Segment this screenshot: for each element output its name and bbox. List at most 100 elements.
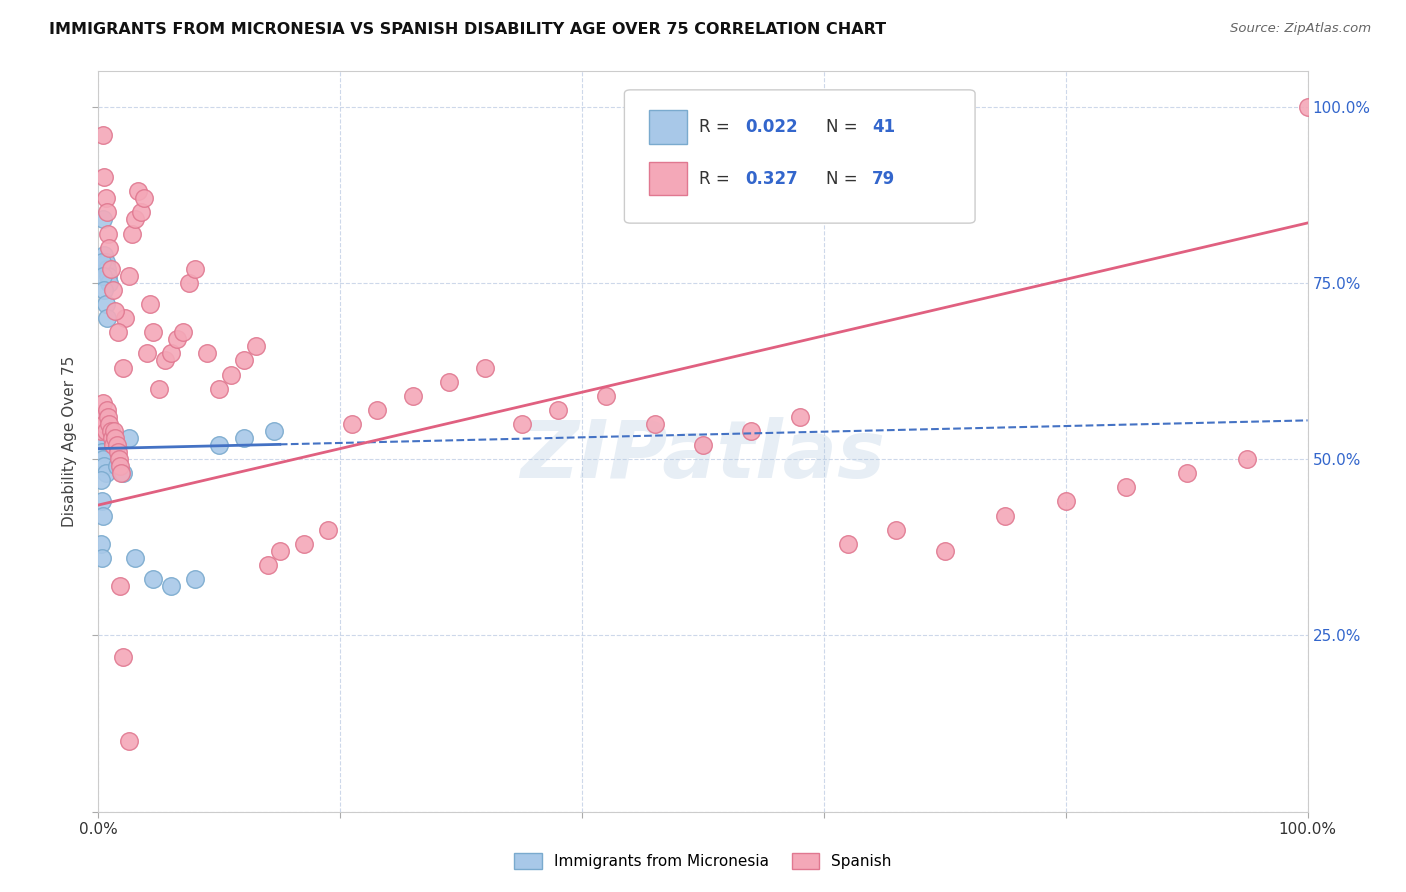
Point bbox=[437, 375, 460, 389]
Point bbox=[789, 409, 811, 424]
Point bbox=[91, 550, 114, 565]
Point bbox=[547, 402, 569, 417]
Point bbox=[96, 402, 118, 417]
Point bbox=[94, 431, 117, 445]
Point bbox=[402, 389, 425, 403]
Point bbox=[94, 467, 117, 481]
Point bbox=[142, 325, 165, 339]
Point bbox=[93, 417, 115, 431]
Point bbox=[184, 572, 207, 586]
Text: 79: 79 bbox=[872, 169, 896, 187]
Point bbox=[108, 459, 131, 474]
Point bbox=[93, 248, 115, 262]
Point bbox=[232, 431, 254, 445]
Point bbox=[208, 438, 231, 452]
Point bbox=[91, 212, 114, 227]
Point bbox=[111, 360, 134, 375]
Point bbox=[91, 268, 114, 283]
Point bbox=[94, 424, 117, 438]
Point bbox=[93, 459, 115, 474]
Point bbox=[221, 368, 243, 382]
Point bbox=[263, 424, 285, 438]
Point bbox=[110, 467, 132, 481]
Y-axis label: Disability Age Over 75: Disability Age Over 75 bbox=[62, 356, 77, 527]
Point bbox=[118, 431, 141, 445]
Point bbox=[97, 409, 120, 424]
Point bbox=[93, 170, 115, 185]
Point bbox=[184, 261, 207, 276]
Point bbox=[121, 227, 143, 241]
Point bbox=[91, 417, 114, 431]
Point bbox=[1236, 452, 1258, 467]
Point bbox=[160, 579, 183, 593]
Point bbox=[101, 438, 124, 452]
Point bbox=[595, 389, 617, 403]
Text: N =: N = bbox=[827, 118, 863, 136]
Text: Source: ZipAtlas.com: Source: ZipAtlas.com bbox=[1230, 22, 1371, 36]
Text: N =: N = bbox=[827, 169, 863, 187]
Point bbox=[179, 276, 201, 290]
Point bbox=[142, 572, 165, 586]
Point bbox=[93, 424, 115, 438]
Point bbox=[91, 396, 114, 410]
Point bbox=[96, 311, 118, 326]
Point bbox=[91, 431, 114, 445]
Point bbox=[292, 537, 315, 551]
Point bbox=[91, 254, 114, 268]
Point bbox=[160, 346, 183, 360]
Point bbox=[108, 452, 131, 467]
Text: R =: R = bbox=[699, 169, 735, 187]
FancyBboxPatch shape bbox=[648, 162, 688, 195]
Point bbox=[111, 467, 134, 481]
Point bbox=[342, 417, 364, 431]
Point bbox=[994, 508, 1017, 523]
Point bbox=[91, 494, 114, 508]
Point bbox=[135, 346, 157, 360]
Point bbox=[91, 438, 114, 452]
Point bbox=[91, 409, 114, 424]
Point bbox=[740, 424, 762, 438]
Point bbox=[97, 268, 120, 283]
Point bbox=[94, 254, 117, 268]
Point bbox=[91, 128, 114, 142]
Point bbox=[100, 424, 122, 438]
Point bbox=[148, 382, 170, 396]
Point bbox=[98, 417, 121, 431]
Point bbox=[103, 424, 125, 438]
Point bbox=[90, 424, 112, 438]
Point bbox=[139, 297, 162, 311]
Point bbox=[134, 191, 156, 205]
Text: 0.327: 0.327 bbox=[745, 169, 799, 187]
Text: 0.022: 0.022 bbox=[745, 118, 799, 136]
Point bbox=[886, 523, 908, 537]
Point bbox=[93, 283, 115, 297]
Point bbox=[101, 438, 124, 452]
Point bbox=[100, 431, 122, 445]
Point bbox=[101, 283, 124, 297]
Point bbox=[96, 261, 118, 276]
Point bbox=[644, 417, 666, 431]
FancyBboxPatch shape bbox=[624, 90, 976, 223]
Point bbox=[104, 304, 127, 318]
Point bbox=[100, 424, 122, 438]
Point bbox=[934, 544, 956, 558]
Point bbox=[269, 544, 291, 558]
Point bbox=[94, 191, 117, 205]
Text: ZIPatlas: ZIPatlas bbox=[520, 417, 886, 495]
Point bbox=[118, 734, 141, 748]
Point bbox=[1054, 494, 1077, 508]
FancyBboxPatch shape bbox=[648, 111, 688, 144]
Point bbox=[91, 445, 114, 459]
Point bbox=[692, 438, 714, 452]
Point bbox=[232, 353, 254, 368]
Point bbox=[124, 550, 146, 565]
Point bbox=[93, 445, 115, 459]
Point bbox=[256, 558, 278, 572]
Point bbox=[172, 325, 194, 339]
Point bbox=[107, 325, 129, 339]
Point bbox=[837, 537, 859, 551]
Point bbox=[127, 184, 149, 198]
Point bbox=[94, 297, 117, 311]
Text: 41: 41 bbox=[872, 118, 896, 136]
Point bbox=[97, 227, 120, 241]
